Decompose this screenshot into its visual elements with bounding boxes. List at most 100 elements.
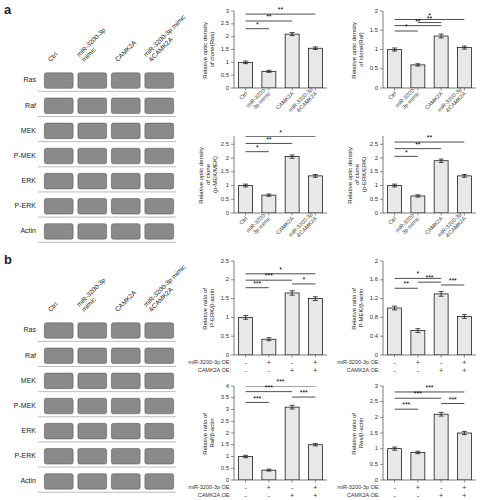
significance-bracket — [246, 14, 316, 15]
blot-band — [44, 98, 73, 114]
significance-label: *** — [425, 384, 433, 391]
error-bar-stem — [245, 455, 246, 457]
text-line: Relative optic density — [347, 145, 353, 203]
x-tick-label: miR-3200-3p mimic — [394, 211, 421, 238]
x-tick-label-group: Ctrl — [387, 215, 397, 225]
x-tick-label-group: miR-3200-3p&CAMK2A — [436, 211, 467, 242]
x-tick-label: + — [462, 367, 466, 374]
error-bar-cap — [439, 159, 444, 160]
x-tick-label: miR-3200-3p mimic — [394, 86, 421, 113]
significance-bracket — [246, 151, 269, 152]
y-tick — [380, 171, 383, 172]
y-tick — [380, 355, 383, 356]
x-tick-label: - — [244, 492, 247, 499]
y-tick — [231, 213, 234, 214]
x-row-label: miR-3200-3p OE: — [337, 484, 380, 490]
x-tick-label: Ctrl — [238, 90, 248, 100]
blot-separator — [38, 191, 176, 192]
y-tick — [231, 317, 234, 318]
y-tick-label: 2 — [375, 8, 379, 14]
bar — [308, 445, 322, 480]
significance-label: *** — [300, 389, 308, 396]
bar — [411, 331, 425, 355]
error-bar — [462, 431, 467, 434]
bar — [388, 308, 402, 355]
y-tick-label: 2.5 — [221, 141, 230, 147]
x-tick-label: + — [439, 367, 443, 374]
x-tick-label: miR-3200-3p&CAMK2A — [436, 211, 467, 242]
blot-band — [78, 423, 107, 439]
y-label-group: Relative ratio of Raf/β-actin — [202, 411, 215, 454]
significance-bracket — [395, 25, 442, 26]
blot-separator — [38, 217, 176, 218]
error-bar — [462, 46, 467, 49]
x-tick-label: + — [267, 359, 271, 366]
x-tick-label-group: Ctrl — [238, 215, 248, 225]
error-bar-cap — [392, 447, 397, 448]
y-tick-label: 1 — [375, 46, 379, 52]
x-tick-label: + — [416, 359, 420, 366]
x-tick-label: miR-3200-3p&CAMK2A — [287, 211, 318, 242]
x-tick-label: - — [440, 359, 443, 366]
y-tick-label: 0 — [226, 352, 230, 358]
text-line: (p-ERK/ERK) — [361, 157, 367, 193]
error-bar-cap — [243, 315, 248, 316]
text-line: &CAMK2A — [444, 215, 467, 238]
blot-row-label: Ras — [24, 326, 37, 333]
bar — [285, 407, 299, 480]
y-tick-label: 0.4 — [370, 333, 379, 339]
y-tick-label: 0 — [375, 477, 379, 483]
blot-row-label: P-ERK — [15, 202, 37, 209]
x-tick — [315, 480, 316, 483]
bar — [434, 294, 448, 355]
text-line: 3p mimic — [401, 215, 421, 235]
y-tick-label: 0.5 — [370, 461, 379, 467]
blot-band — [44, 373, 73, 389]
y-label: Relative ratio of P-MEK/β-actin — [351, 286, 364, 329]
significance-label: * — [405, 149, 408, 156]
error-bar — [439, 412, 444, 416]
y-tick-label: 0 — [226, 477, 230, 483]
y-tick — [380, 317, 383, 318]
error-bar — [462, 315, 467, 319]
error-bar-stem — [315, 444, 316, 446]
significance-label: * — [256, 21, 259, 28]
y-tick — [231, 261, 234, 262]
bar — [434, 36, 448, 88]
error-bar-cap — [313, 443, 318, 444]
bar — [308, 299, 322, 355]
error-bar-stem — [394, 184, 395, 187]
y-tick-label: 0.5 — [221, 465, 230, 471]
y-tick — [231, 158, 234, 159]
error-bar-cap — [462, 318, 467, 319]
blot-band — [145, 323, 174, 339]
y-tick-label: 0.5 — [221, 72, 230, 78]
text-line: 3p mimic — [401, 90, 421, 110]
error-bar-stem — [417, 451, 418, 454]
y-tick-label: 2.5 — [370, 141, 379, 147]
x-tick-label: + — [313, 484, 317, 491]
significance-label: *** — [265, 384, 273, 391]
bar — [434, 414, 448, 480]
error-bar — [290, 33, 295, 36]
significance-bracket — [246, 21, 293, 22]
y-tick-label: 0.5 — [221, 196, 230, 202]
text-line: of clone — [205, 163, 211, 185]
x-tick — [394, 213, 395, 216]
bar-panel: 00.511.522.533.54Relative ratio of Raf/β… — [188, 378, 327, 499]
x-tick — [292, 355, 293, 358]
blot-band — [44, 224, 73, 240]
error-bar-cap — [392, 51, 397, 52]
error-bar — [266, 469, 271, 471]
text-line: CAMK2A — [114, 38, 138, 62]
text-line: of clone(Raf) — [358, 32, 364, 66]
significance-bracket — [246, 391, 293, 392]
y-tick-label: 2 — [226, 430, 230, 436]
x-tick-label-group: miR-3200-3p&CAMK2A — [436, 86, 467, 117]
significance-bracket — [395, 278, 442, 279]
significance-label: * — [428, 12, 431, 19]
x-tick-label: miR-3200-3p&CAMK2A — [287, 86, 318, 117]
y-label-group: Relative optic density of clone(Ras) — [202, 20, 215, 78]
error-bar-stem — [394, 306, 395, 310]
bar — [262, 339, 276, 355]
